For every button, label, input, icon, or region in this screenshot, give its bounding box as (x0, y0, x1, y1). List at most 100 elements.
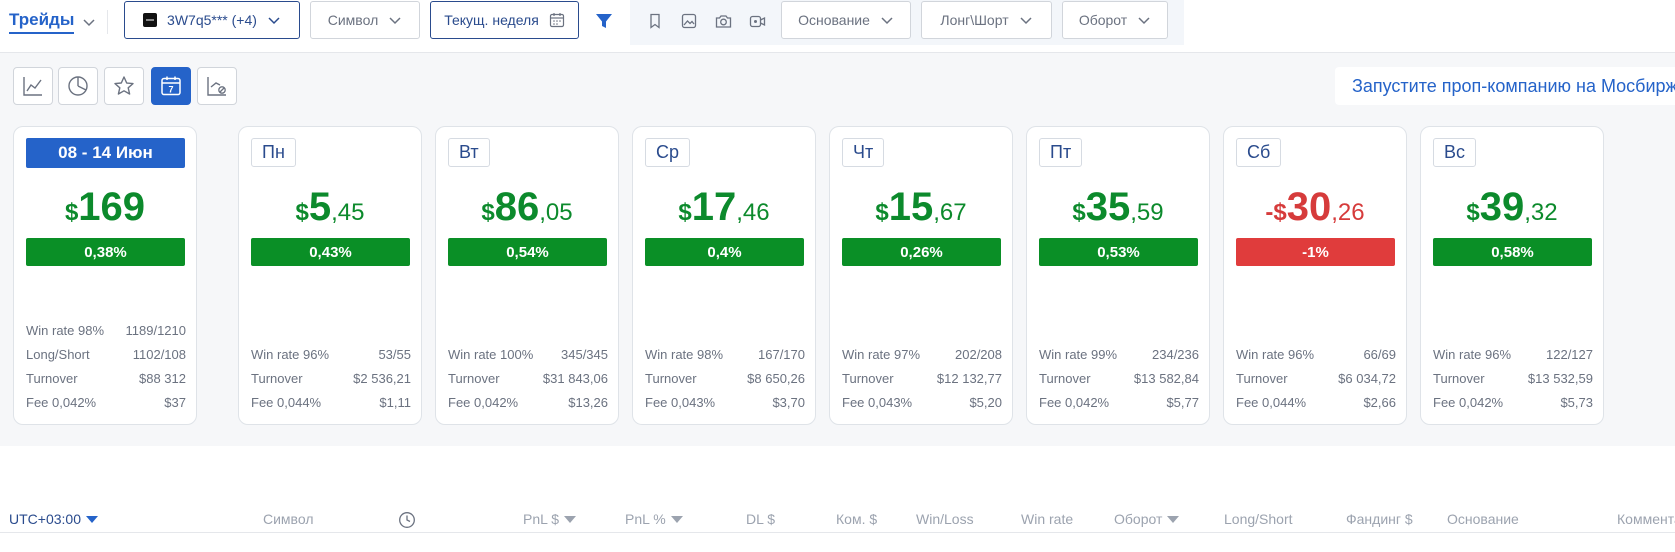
week-pnl-percent: 0,38% (26, 238, 185, 266)
reason-select[interactable]: Основание (781, 1, 911, 39)
stat-row: Long/Short 1102/108 (26, 342, 186, 366)
column-label: Основание (1447, 511, 1519, 527)
trades-dropdown[interactable]: Трейды (9, 8, 96, 36)
period-label: Текущ. неделя (444, 12, 539, 28)
pnl-decimal: ,59 (1130, 199, 1164, 226)
column-turnover[interactable]: Оборот (1114, 511, 1180, 527)
calendar-day-number: 7 (168, 85, 173, 95)
stat-row: Fee 0,044% $1,11 (251, 390, 411, 414)
video-button[interactable] (746, 10, 768, 32)
currency-symbol: $ (1072, 199, 1086, 226)
stat-value: $31 843,06 (542, 370, 608, 386)
account-label: 3W7q5*** (+4) (167, 12, 257, 28)
pnl-integer: 17 (691, 185, 737, 229)
calendar-icon (549, 13, 564, 28)
column-label: Символ (263, 511, 314, 527)
caret-down-icon (564, 515, 577, 523)
day-pnl-percent: -1% (1236, 238, 1395, 266)
day-pnl-amount: $5,45 (239, 185, 421, 230)
pnl-decimal: ,26 (1331, 199, 1365, 226)
period-select[interactable]: Текущ. неделя (430, 1, 579, 39)
stat-label: Fee 0,043% (645, 394, 716, 410)
stat-value: $2 536,21 (353, 370, 411, 386)
column-time[interactable] (398, 511, 416, 529)
turnover-select[interactable]: Оборот (1062, 1, 1168, 39)
view-line-chart-button[interactable] (13, 67, 53, 105)
timezone-select[interactable]: UTC+03:00 (9, 511, 98, 527)
day-pnl-percent: 0,53% (1039, 238, 1198, 266)
stat-value: $12 132,77 (936, 370, 1002, 386)
star-icon (114, 76, 134, 95)
day-card-mon[interactable]: Пн $5,45 0,43% Win rate 96% 53/55 Turnove… (238, 126, 422, 425)
day-card-sun[interactable]: Вс $39,32 0,58% Win rate 96% 122/127 Turn… (1420, 126, 1604, 425)
day-card-tue[interactable]: Вт $86,05 0,54% Win rate 100% 345/345 Tur… (435, 126, 619, 425)
day-card-fri[interactable]: Пт $35,59 0,53% Win rate 99% 234/236 Turn… (1026, 126, 1210, 425)
pnl-integer: 86 (494, 185, 540, 229)
week-summary-card[interactable]: 08 - 14 Июн $169 0,38% Win rate 98% 1189/… (13, 126, 197, 425)
stat-label: Fee 0,042% (1433, 394, 1504, 410)
pnl-integer: 30 (1286, 185, 1332, 229)
day-card-wed[interactable]: Ср $17,46 0,4% Win rate 98% 167/170 Turno… (632, 126, 816, 425)
stat-label: Turnover (842, 370, 894, 386)
pnl-integer: 35 (1085, 185, 1131, 229)
view-favorites-button[interactable] (104, 67, 144, 105)
day-pnl-percent: 0,26% (842, 238, 1001, 266)
image-button[interactable] (678, 10, 700, 32)
line-chart-icon (23, 77, 42, 96)
view-chart-settings-button[interactable] (197, 67, 237, 105)
stat-value: $2,66 (1363, 394, 1396, 410)
pnl-decimal: ,46 (736, 199, 770, 226)
stat-label: Turnover (26, 370, 78, 386)
top-toolbar: Трейды 3W7q5*** (+4) Символ Текущ. недел… (0, 0, 1675, 53)
stat-row: Fee 0,042% $13,26 (448, 390, 608, 414)
stat-row: Win rate 98% 167/170 (645, 342, 805, 366)
day-card-sat[interactable]: Сб -$30,26 -1% Win rate 96% 66/69 Turnove… (1223, 126, 1407, 425)
column-comment[interactable]: Комментарий (1617, 511, 1675, 527)
currency-symbol: $ (875, 199, 889, 226)
filter-button[interactable] (593, 10, 615, 32)
column-funding[interactable]: Фандинг $ (1346, 511, 1413, 527)
stat-value: $3,70 (772, 394, 805, 410)
pnl-decimal: ,67 (933, 199, 967, 226)
stat-row: Win rate 96% 53/55 (251, 342, 411, 366)
column-pnl-percent[interactable]: PnL % (625, 511, 683, 527)
symbol-select[interactable]: Символ (310, 1, 420, 39)
stat-row: Turnover $12 132,77 (842, 366, 1002, 390)
day-badge: Пн (251, 138, 296, 167)
trades-table-header: UTC+03:00 Символ PnL $ PnL % DL $ Ком. $… (0, 506, 1675, 533)
column-winrate[interactable]: Win rate (1021, 511, 1073, 527)
stat-label: Win rate 96% (1236, 346, 1315, 362)
chevron-down-icon (1020, 17, 1032, 25)
stat-row: Fee 0,042% $5,73 (1433, 390, 1593, 414)
account-select[interactable]: 3W7q5*** (+4) (124, 1, 300, 39)
column-longshort[interactable]: Long/Short (1224, 511, 1293, 527)
stat-row: Fee 0,042% $37 (26, 390, 186, 414)
timezone-label: UTC+03:00 (9, 511, 81, 527)
pnl-integer: 169 (78, 185, 146, 229)
stat-label: Fee 0,044% (1236, 394, 1307, 410)
stat-value: $13 532,59 (1527, 370, 1593, 386)
longshort-select[interactable]: Лонг\Шорт (921, 1, 1052, 39)
view-calendar-button[interactable]: 7 (151, 67, 191, 105)
screenshot-button[interactable] (712, 10, 734, 32)
day-card-thu[interactable]: Чт $15,67 0,26% Win rate 97% 202/208 Turn… (829, 126, 1013, 425)
column-reason[interactable]: Основание (1447, 511, 1519, 527)
view-pie-chart-button[interactable] (58, 67, 98, 105)
day-pnl-percent: 0,58% (1433, 238, 1592, 266)
stat-label: Win rate 98% (26, 322, 105, 338)
stat-row: Win rate 98% 1189/1210 (26, 318, 186, 342)
stat-row: Win rate 96% 122/127 (1433, 342, 1593, 366)
chevron-down-icon (1138, 17, 1150, 25)
stat-row: Fee 0,044% $2,66 (1236, 390, 1396, 414)
day-badge: Ср (645, 138, 691, 167)
day-pnl-amount: $35,59 (1027, 185, 1209, 230)
column-label: Win rate (1021, 511, 1074, 527)
column-winloss[interactable]: Win/Loss (916, 511, 974, 527)
promo-banner[interactable]: Запустите проп-компанию на Мосбирже (1335, 67, 1675, 105)
column-pnl[interactable]: PnL $ (523, 511, 577, 527)
column-symbol[interactable]: Символ (263, 511, 313, 527)
bookmark-button[interactable] (644, 10, 666, 32)
column-fee[interactable]: Ком. $ (836, 511, 877, 527)
column-dl[interactable]: DL $ (746, 511, 775, 527)
stat-label: Win rate 100% (448, 346, 534, 362)
